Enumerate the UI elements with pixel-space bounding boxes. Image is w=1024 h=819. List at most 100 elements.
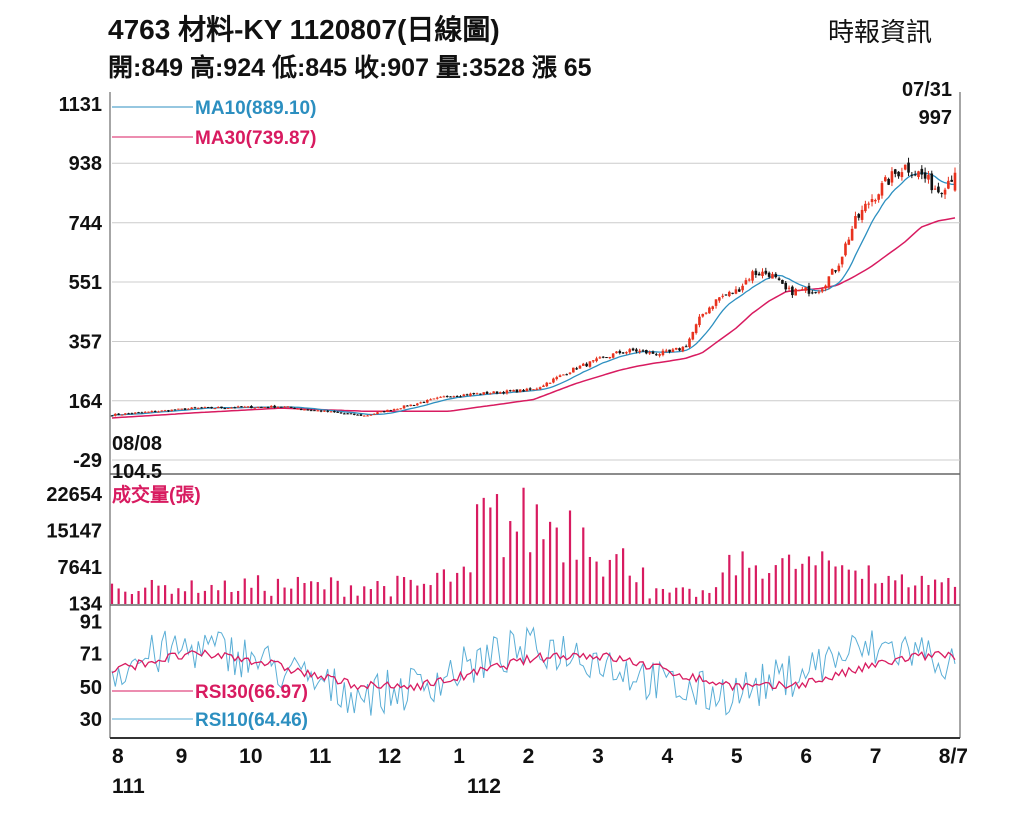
rsi10-path [111, 626, 956, 716]
candle-body [585, 363, 588, 367]
volume-bar [688, 588, 691, 604]
candle-body [565, 374, 568, 376]
volume-bar [316, 582, 319, 604]
volume-bar [383, 586, 386, 604]
candle-body [824, 285, 827, 289]
volume-tick-label: 22654 [46, 484, 102, 506]
candle-body [864, 203, 867, 212]
candle-body [170, 409, 174, 412]
candle-body [698, 316, 701, 326]
candle-body [920, 168, 924, 175]
candle-body [283, 406, 286, 408]
candle-body [127, 413, 130, 415]
source-label: 時報資訊 [828, 17, 933, 47]
candle-body [293, 407, 296, 409]
volume-bar [701, 590, 704, 604]
candle-body [220, 406, 223, 409]
volume-bar [170, 593, 173, 604]
candle-body [884, 177, 887, 182]
volume-bar [754, 565, 757, 604]
volume-bar [482, 497, 485, 604]
candle-body [890, 171, 894, 183]
volume-bar [615, 554, 618, 604]
volume-bar [602, 576, 605, 604]
candle-body [323, 410, 326, 412]
chart-title: 4763 材料-KY 1120807(日線圖) [108, 14, 500, 45]
candle-body [651, 351, 655, 354]
candle-body [528, 388, 532, 390]
candle-body [784, 282, 788, 290]
candle-body [664, 350, 668, 352]
candle-body [469, 393, 472, 396]
candle-body [243, 406, 247, 408]
candle-body [240, 406, 243, 408]
candle-body [860, 209, 864, 220]
volume-bar [323, 589, 326, 604]
candle-body [538, 387, 542, 390]
price-y-axis: 1131 938 744 551 357 164 -29 [59, 94, 103, 472]
candle-body [615, 351, 618, 354]
candle-body [877, 194, 880, 200]
volume-bar [329, 577, 333, 604]
candle-body [940, 193, 944, 195]
volume-bar [429, 585, 432, 604]
ma30-line [111, 217, 956, 419]
candle-body [515, 389, 519, 393]
high-value-annotation: 997 [919, 107, 952, 129]
volume-bar [641, 567, 645, 604]
ma10-line [111, 172, 956, 417]
candle-body [313, 410, 316, 412]
candle-body [465, 394, 469, 396]
candle-body [512, 389, 515, 392]
candle-body [263, 407, 266, 409]
rsi-y-axis: 91 71 50 30 [80, 611, 102, 731]
volume-bar [303, 582, 306, 604]
candle-body [485, 391, 489, 394]
candle-body [435, 397, 439, 399]
candle-body [123, 413, 127, 415]
candle-body [273, 405, 276, 408]
volume-bar [761, 578, 764, 604]
volume-bar [695, 596, 698, 604]
volume-bar [529, 552, 532, 604]
rsi-tick-label: 91 [80, 611, 102, 633]
volume-bar [854, 570, 857, 604]
volume-bar [655, 588, 658, 604]
candle-body [598, 357, 602, 359]
candle-body [837, 265, 841, 272]
volume-bar [681, 587, 684, 604]
volume-bar [575, 559, 578, 604]
candle-body [362, 415, 366, 417]
candle-body [658, 354, 661, 356]
candle-body [183, 408, 187, 410]
candle-body [595, 358, 598, 362]
candle-body [522, 389, 525, 392]
candle-body [455, 396, 459, 398]
candle-body [844, 243, 847, 256]
volume-bar [290, 588, 293, 604]
candle-body [508, 390, 512, 392]
candle-body [502, 392, 505, 394]
candle-body [880, 183, 884, 196]
candle-body [631, 348, 635, 351]
candle-body [462, 394, 466, 397]
candle-body [369, 414, 373, 416]
volume-bar [296, 576, 299, 604]
candle-body [625, 352, 628, 354]
candle-body [279, 406, 283, 408]
volume-bar [130, 594, 134, 604]
candle-body [425, 399, 429, 403]
candle-body [933, 188, 937, 190]
candle-body [260, 406, 263, 408]
rsi10-legend: RSI10(64.46) [195, 710, 308, 731]
volume-bar [217, 590, 220, 604]
x-tick-label: 8/7 [939, 745, 968, 768]
low-value-annotation: 104.5 [112, 461, 162, 483]
volume-bar [157, 585, 160, 604]
candle-body [289, 406, 293, 408]
candle-body [810, 292, 814, 294]
volume-bar [409, 579, 412, 604]
candle-body [143, 411, 147, 413]
candle-body [787, 287, 791, 289]
volume-bar [953, 586, 957, 604]
